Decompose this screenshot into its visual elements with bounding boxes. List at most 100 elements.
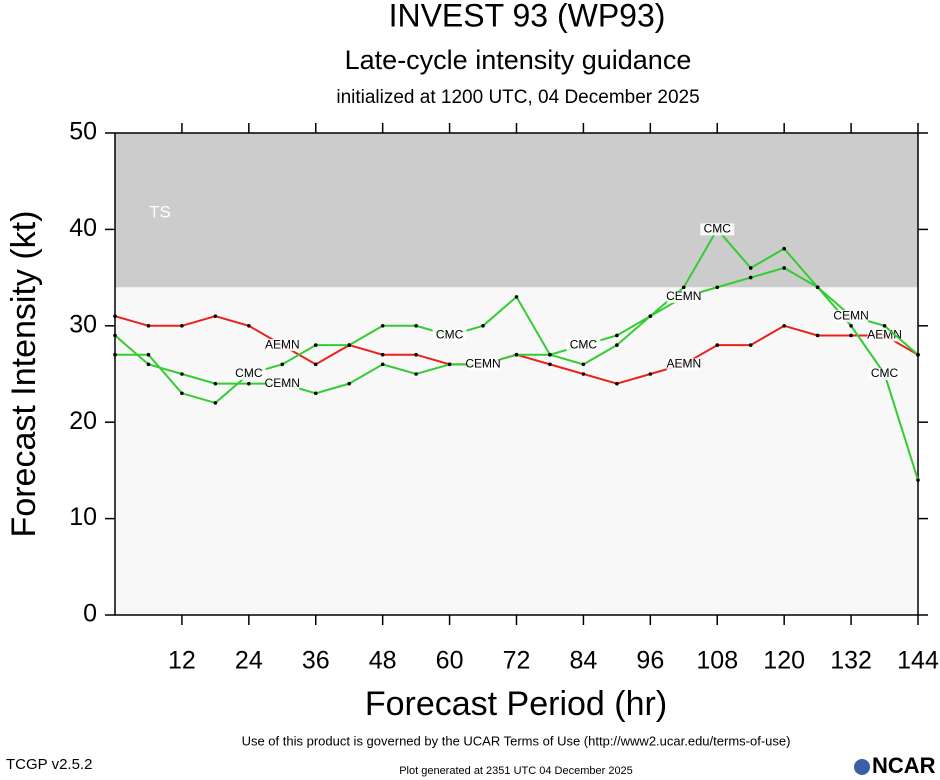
data-point — [815, 285, 820, 290]
x-tick-label: 36 — [302, 647, 330, 675]
data-point — [481, 324, 485, 328]
x-tick-label: 72 — [503, 647, 531, 675]
x-tick-label: 144 — [897, 647, 939, 675]
logo-icon — [854, 759, 870, 775]
data-point — [347, 343, 352, 347]
data-point — [715, 343, 720, 347]
data-point — [213, 314, 218, 318]
x-tick-label: 48 — [369, 647, 397, 675]
data-point — [916, 352, 920, 357]
data-point — [849, 333, 853, 338]
y-tick-label: 40 — [69, 214, 97, 242]
data-point — [782, 246, 786, 251]
data-point — [581, 362, 586, 367]
x-tick-label: 108 — [696, 647, 738, 675]
series-tag: CEMN — [666, 289, 701, 303]
data-point — [180, 324, 184, 328]
data-point — [213, 381, 218, 386]
data-point — [146, 324, 151, 328]
y-axis-label: Forecast Intensity (kt) — [5, 211, 43, 538]
data-point — [548, 362, 552, 367]
series-tag: CEMN — [833, 308, 868, 322]
y-tick-label: 20 — [69, 407, 97, 435]
data-point — [180, 391, 184, 396]
data-point — [113, 333, 117, 338]
data-point — [615, 381, 619, 386]
data-point — [146, 362, 151, 367]
data-point — [280, 362, 285, 367]
data-point — [782, 324, 786, 328]
data-point — [615, 343, 619, 347]
x-axis-label: Forecast Period (hr) — [365, 685, 667, 723]
x-tick-label: 24 — [235, 647, 263, 675]
series-tag-bg — [666, 290, 701, 303]
series-tag-bg — [867, 368, 902, 380]
data-point — [581, 372, 586, 376]
data-point — [180, 372, 184, 376]
data-point — [882, 324, 887, 328]
series-tag-bg — [432, 329, 467, 342]
band-label: TS — [149, 202, 171, 221]
series-tag: CEMN — [465, 357, 500, 371]
data-point — [313, 343, 318, 347]
series-tag-bg — [466, 358, 501, 371]
data-point — [715, 285, 720, 290]
data-point — [916, 478, 920, 482]
series-tag-bg — [265, 339, 300, 352]
series-tag: CMC — [235, 366, 263, 380]
init-text: initialized at 1200 UTC, 04 December 202… — [336, 87, 699, 108]
series-tag-bg — [265, 377, 300, 390]
y-tick-label: 50 — [69, 118, 97, 146]
y-tick-label: 30 — [69, 310, 97, 338]
series-tag-bg — [231, 368, 266, 380]
data-point — [748, 266, 753, 270]
x-tick-label: 132 — [830, 647, 872, 675]
series-tag: AEMN — [265, 337, 300, 351]
data-point — [146, 352, 151, 357]
series-tag: CMC — [436, 328, 464, 342]
series-tag: AEMN — [867, 328, 902, 342]
data-point — [247, 324, 251, 328]
series-tag-bg — [700, 223, 735, 236]
data-point — [648, 372, 653, 376]
data-point — [681, 285, 686, 290]
x-tick-label: 84 — [570, 647, 598, 675]
x-tick-label: 120 — [763, 647, 805, 675]
data-point — [380, 352, 385, 357]
data-point — [247, 381, 251, 386]
data-point — [514, 352, 519, 357]
data-point — [849, 324, 853, 328]
generated-text: Plot generated at 2351 UTC 04 December 2… — [399, 765, 633, 777]
terms-text: Use of this product is governed by the U… — [242, 733, 791, 748]
version-text: TCGP v2.5.2 — [6, 756, 92, 773]
series-tag-bg — [834, 310, 869, 323]
series-tag: CMC — [704, 222, 732, 236]
data-point — [648, 314, 653, 318]
data-point — [748, 275, 753, 280]
y-tick-label: 0 — [83, 600, 97, 628]
data-point — [113, 352, 117, 357]
x-tick-label: 96 — [636, 647, 664, 675]
chart-subtitle: Late-cycle intensity guidance — [345, 45, 692, 75]
data-point — [313, 362, 318, 367]
data-point — [815, 333, 820, 338]
series-tag: CMC — [570, 337, 598, 351]
x-tick-label: 60 — [436, 647, 464, 675]
series-tag: CEMN — [265, 376, 300, 390]
series-tag: CMC — [871, 366, 899, 380]
data-point — [313, 391, 318, 396]
intensity-band — [115, 133, 918, 288]
data-point — [213, 401, 218, 405]
data-point — [414, 372, 418, 376]
data-point — [414, 352, 418, 357]
data-point — [447, 362, 452, 367]
series-tag: AEMN — [666, 357, 701, 371]
data-point — [548, 352, 552, 357]
data-point — [748, 343, 753, 347]
x-tick-label: 12 — [168, 647, 196, 675]
series-tag-bg — [566, 339, 601, 352]
data-point — [782, 266, 786, 270]
data-point — [347, 381, 352, 386]
data-point — [414, 324, 418, 328]
